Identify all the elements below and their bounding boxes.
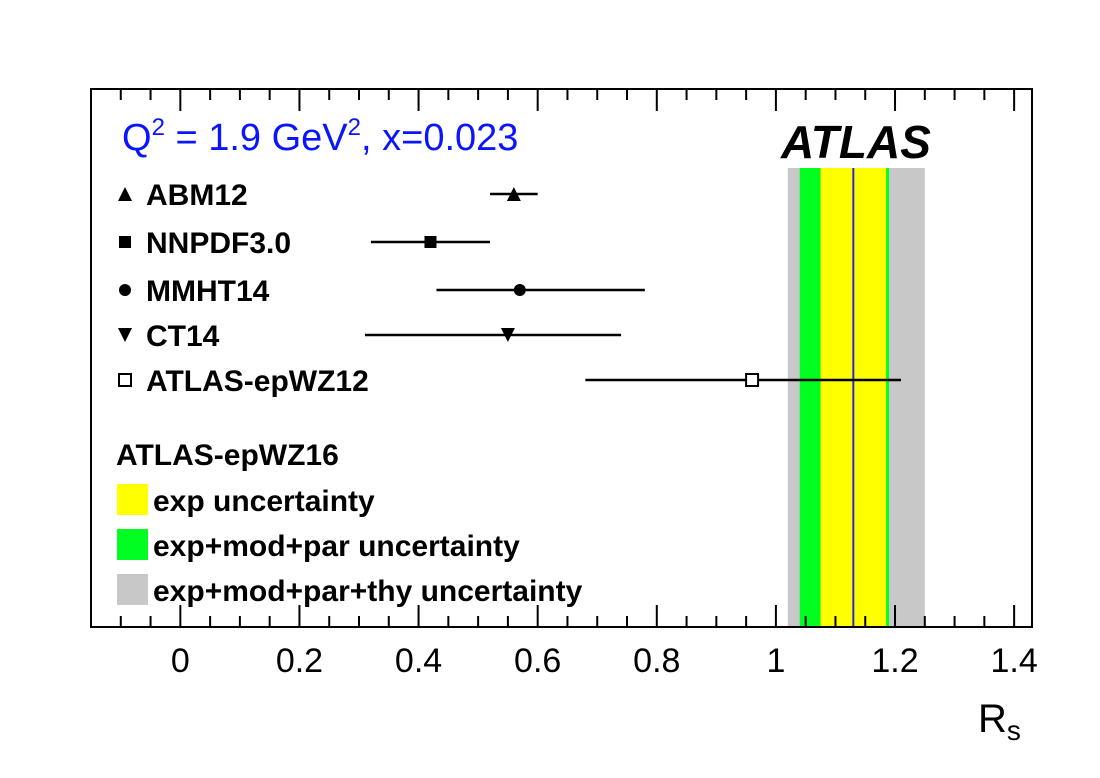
legend-label: MMHT14 (146, 275, 270, 308)
header-q-exponent: 2 (152, 114, 165, 141)
data-point-marker (745, 373, 760, 387)
band-legend-label: exp+mod+par+thy uncertainty (153, 575, 583, 608)
data-point-marker (500, 328, 515, 342)
series-nnpdf3-0 (370, 236, 491, 248)
series-abm12 (490, 187, 538, 201)
legend-entry: MMHT14 (119, 275, 270, 308)
x-tick-label: 1.4 (991, 642, 1038, 680)
series-ct14 (364, 328, 622, 342)
legend-marker (118, 328, 132, 342)
band-legend-swatch (117, 529, 148, 560)
header-gev-exponent: 2 (348, 114, 361, 141)
band-legend-label: exp uncertainty (153, 485, 375, 518)
x-axis-title-main: R (978, 697, 1007, 741)
legend-marker (119, 236, 131, 248)
legend-label: ATLAS-epWZ12 (146, 365, 369, 398)
series-mmht14 (436, 284, 645, 296)
measurement-legend-title: ATLAS-epWZ16 (116, 439, 339, 472)
header-x-value: , x=0.023 (361, 117, 518, 159)
header-value: = 1.9 GeV (165, 117, 348, 159)
atlas-label: ATLAS (780, 116, 931, 168)
x-tick-label: 0.2 (276, 642, 323, 680)
x-tick-label: 0.6 (514, 642, 561, 680)
x-tick-label: 0 (171, 642, 190, 680)
data-point-marker (506, 187, 521, 201)
x-axis-title: Rs (978, 697, 1021, 746)
x-tick-label: 0.4 (395, 642, 442, 680)
x-tick-labels: 0 0.2 0.4 0.6 0.8 1 1.2 1.4 (171, 642, 1038, 680)
prediction-points (364, 187, 901, 387)
band-legend-swatch (117, 574, 148, 605)
band-legend-swatch (117, 484, 148, 515)
uncertainty-bands (787, 168, 925, 627)
legend-entry: NNPDF3.0 (119, 227, 291, 260)
legend-label: CT14 (146, 320, 220, 353)
x-tick-label: 0.8 (633, 642, 680, 680)
x-tick-label: 1 (766, 642, 785, 680)
x-axis-title-subscript: s (1007, 715, 1021, 746)
legend-marker (119, 284, 131, 296)
legend-entry: ABM12 (118, 179, 248, 212)
legend-entry: ATLAS-epWZ12 (118, 365, 369, 398)
legend-marker (118, 187, 132, 201)
x-tick-label: 1.2 (871, 642, 918, 680)
legend-label: NNPDF3.0 (146, 227, 291, 260)
legend-entry: CT14 (118, 320, 220, 353)
data-point-marker (513, 284, 526, 296)
plot-frame (90, 88, 1033, 628)
legend-marker (118, 373, 132, 387)
plot-border (90, 88, 1033, 628)
series-atlas-epwz12 (585, 373, 901, 387)
data-point-marker (424, 236, 437, 248)
legend: ABM12 NNPDF3.0 MMHT14 CT14 ATLAS-epWZ12 ATLAS… (116, 179, 583, 608)
band-legend-label: exp+mod+par uncertainty (153, 530, 520, 563)
chart-header: Q2 = 1.9 GeV2, x=0.023 (122, 114, 518, 159)
legend-label: ABM12 (146, 179, 248, 212)
header-q: Q (122, 117, 152, 159)
